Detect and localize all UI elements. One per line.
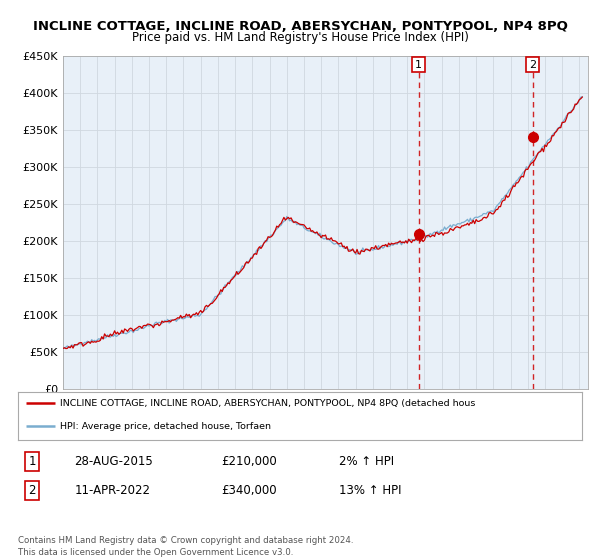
- Text: Contains HM Land Registry data © Crown copyright and database right 2024.
This d: Contains HM Land Registry data © Crown c…: [18, 536, 353, 557]
- Text: 1: 1: [28, 455, 36, 468]
- Text: 2: 2: [529, 60, 536, 69]
- Text: 13% ↑ HPI: 13% ↑ HPI: [340, 484, 402, 497]
- Text: 2% ↑ HPI: 2% ↑ HPI: [340, 455, 395, 468]
- Text: 1: 1: [415, 60, 422, 69]
- Text: £340,000: £340,000: [221, 484, 277, 497]
- Text: INCLINE COTTAGE, INCLINE ROAD, ABERSYCHAN, PONTYPOOL, NP4 8PQ (detached hous: INCLINE COTTAGE, INCLINE ROAD, ABERSYCHA…: [60, 399, 476, 408]
- Text: Price paid vs. HM Land Registry's House Price Index (HPI): Price paid vs. HM Land Registry's House …: [131, 31, 469, 44]
- Text: £210,000: £210,000: [221, 455, 277, 468]
- Text: 11-APR-2022: 11-APR-2022: [74, 484, 151, 497]
- Text: 2: 2: [28, 484, 36, 497]
- Text: INCLINE COTTAGE, INCLINE ROAD, ABERSYCHAN, PONTYPOOL, NP4 8PQ: INCLINE COTTAGE, INCLINE ROAD, ABERSYCHA…: [32, 20, 568, 32]
- Text: HPI: Average price, detached house, Torfaen: HPI: Average price, detached house, Torf…: [60, 422, 271, 431]
- Text: 28-AUG-2015: 28-AUG-2015: [74, 455, 153, 468]
